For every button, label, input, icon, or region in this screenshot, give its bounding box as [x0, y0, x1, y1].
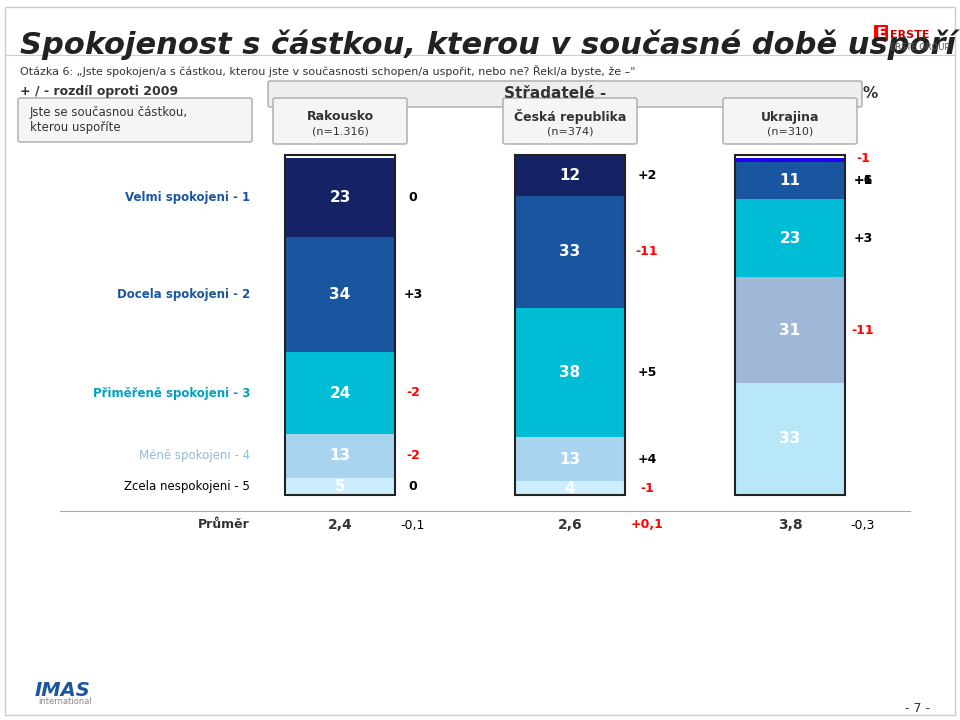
FancyBboxPatch shape: [18, 98, 252, 142]
Text: 3,8: 3,8: [778, 518, 803, 532]
Text: ERSTE GROUP: ERSTE GROUP: [890, 42, 949, 52]
Text: 24: 24: [329, 385, 350, 400]
Bar: [515, 155, 625, 495]
Text: 11: 11: [780, 173, 801, 188]
Text: -11: -11: [852, 323, 875, 337]
Text: 0: 0: [409, 480, 418, 493]
FancyBboxPatch shape: [273, 98, 407, 144]
Text: +5: +5: [637, 366, 657, 379]
Text: ERSTE: ERSTE: [890, 30, 929, 40]
Text: Docela spokojeni - 2: Docela spokojeni - 2: [117, 288, 250, 301]
Text: Průměr: Průměr: [199, 518, 250, 531]
Text: 12: 12: [560, 168, 581, 183]
Text: +2: +2: [637, 169, 657, 182]
Bar: [735, 277, 845, 383]
Bar: [285, 158, 395, 237]
FancyBboxPatch shape: [268, 81, 862, 107]
Bar: [735, 158, 845, 162]
Bar: [285, 433, 395, 478]
Text: +4: +4: [637, 453, 657, 466]
Bar: [515, 482, 625, 495]
Text: Spokojenost s částkou, kterou v současné době uspoří: Spokojenost s částkou, kterou v současné…: [20, 30, 956, 60]
Text: 23: 23: [780, 231, 801, 246]
Text: Střadatelé -: Střadatelé -: [504, 86, 606, 102]
Text: E: E: [876, 26, 886, 40]
Text: 4: 4: [564, 481, 575, 495]
Text: 34: 34: [329, 287, 350, 302]
Bar: [515, 308, 625, 437]
Text: +6: +6: [853, 174, 873, 187]
Text: 33: 33: [560, 244, 581, 259]
Text: international: international: [38, 698, 92, 706]
FancyBboxPatch shape: [874, 25, 888, 41]
Text: 13: 13: [560, 452, 581, 467]
Bar: [285, 155, 395, 495]
Text: -1: -1: [640, 482, 654, 495]
Text: 31: 31: [780, 323, 801, 338]
Text: - 7 -: - 7 -: [905, 701, 930, 714]
Text: 13: 13: [329, 449, 350, 464]
FancyBboxPatch shape: [723, 98, 857, 144]
Text: -0,1: -0,1: [401, 518, 425, 531]
Text: 5: 5: [335, 479, 346, 494]
FancyBboxPatch shape: [503, 98, 637, 144]
Text: Zcela nespokojeni - 5: Zcela nespokojeni - 5: [124, 480, 250, 493]
Text: 23: 23: [329, 190, 350, 205]
Text: IMAS: IMAS: [35, 680, 91, 700]
Text: (n=310): (n=310): [767, 127, 813, 137]
Bar: [285, 478, 395, 495]
Text: +0,1: +0,1: [631, 518, 663, 531]
Text: Ukrajina: Ukrajina: [760, 110, 819, 124]
Bar: [285, 352, 395, 433]
Text: Česká republika: Česká republika: [514, 109, 626, 125]
Text: Otázka 6: „Jste spokojen/a s částkou, kterou jste v současnosti schopen/a uspoři: Otázka 6: „Jste spokojen/a s částkou, kt…: [20, 65, 636, 77]
Text: 33: 33: [780, 431, 801, 446]
Text: (n=1.316): (n=1.316): [312, 127, 369, 137]
Bar: [735, 383, 845, 495]
Text: +3: +3: [853, 232, 873, 245]
Bar: [515, 155, 625, 196]
Text: Jste se současnou částkou,
kterou uspoříte: Jste se současnou částkou, kterou uspoří…: [30, 106, 188, 134]
Text: -2: -2: [406, 449, 420, 462]
Text: + / - rozdíl oproti 2009: + / - rozdíl oproti 2009: [20, 85, 179, 98]
Text: 2,4: 2,4: [327, 518, 352, 532]
Bar: [285, 237, 395, 352]
Text: Přiměřeně spokojeni - 3: Přiměřeně spokojeni - 3: [92, 387, 250, 400]
Text: %: %: [862, 86, 877, 102]
Text: 38: 38: [560, 365, 581, 380]
Bar: [515, 196, 625, 308]
Text: 2,6: 2,6: [558, 518, 583, 532]
Text: -11: -11: [636, 246, 659, 258]
Bar: [735, 199, 845, 277]
Text: (n=374): (n=374): [547, 127, 593, 137]
Text: +1: +1: [853, 174, 873, 187]
Text: Méně spokojeni - 4: Méně spokojeni - 4: [139, 449, 250, 462]
Bar: [735, 162, 845, 199]
Text: -1: -1: [856, 152, 870, 165]
Text: +3: +3: [403, 288, 422, 301]
Text: -0,3: -0,3: [851, 518, 876, 531]
Text: Velmi spokojeni - 1: Velmi spokojeni - 1: [125, 191, 250, 204]
Text: -2: -2: [406, 387, 420, 400]
Text: Rakousko: Rakousko: [306, 110, 373, 124]
Bar: [515, 437, 625, 482]
Text: 0: 0: [409, 191, 418, 204]
Bar: [735, 155, 845, 495]
